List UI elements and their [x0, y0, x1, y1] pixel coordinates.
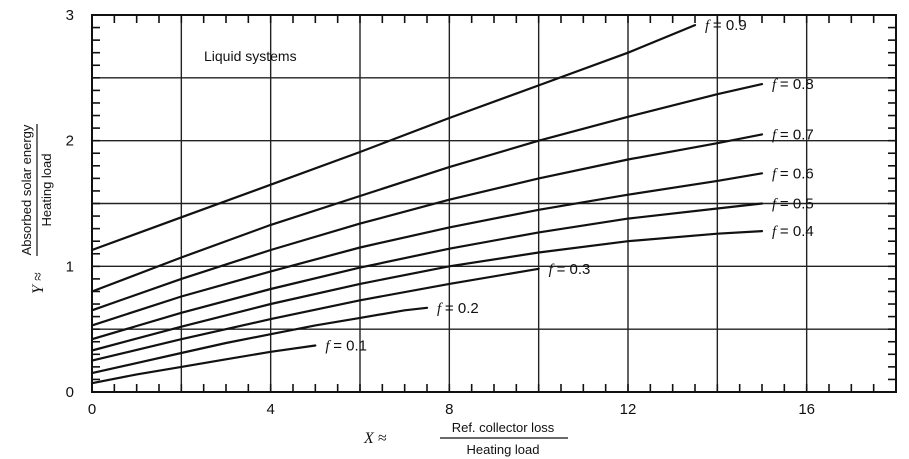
x-tick-label-4: 4	[266, 401, 274, 418]
y-axis-numerator: Absorbed solar energy	[19, 124, 34, 255]
curve-f-0-9	[90, 24, 697, 252]
grid	[92, 15, 896, 392]
x-axis-numerator: Ref. collector loss	[452, 420, 555, 435]
curve-label-f-0-9: f = 0.9	[705, 17, 747, 34]
series	[90, 24, 764, 385]
x-tick-label-12: 12	[620, 401, 637, 418]
curve-f-0-1	[90, 344, 317, 385]
curve-f-0-6	[90, 172, 764, 327]
y-axis-prefix: Y ≈	[30, 272, 47, 294]
y-axis-denominator: Heating load	[39, 154, 54, 227]
curve-label-f-0-3: f = 0.3	[549, 261, 591, 278]
x-axis-prefix: X ≈	[363, 430, 387, 447]
curve-f-0-2	[90, 306, 429, 375]
curve-f-0-7	[90, 133, 764, 312]
curve-label-f-0-5: f = 0.5	[772, 196, 814, 213]
y-tick-label-2: 2	[66, 133, 74, 150]
curve-label-f-0-1: f = 0.1	[325, 338, 367, 355]
curve-f-0-4	[90, 230, 764, 352]
y-tick-label-3: 3	[66, 7, 74, 24]
curve-f-0-8	[90, 82, 764, 293]
x-axis-label: X ≈ Ref. collector loss Heating load	[363, 420, 568, 457]
curve-label-f-0-6: f = 0.6	[772, 165, 814, 182]
x-tick-label-8: 8	[445, 401, 453, 418]
y-tick-label-0: 0	[66, 384, 74, 401]
plot-frame	[91, 14, 897, 393]
curve-label-f-0-7: f = 0.7	[772, 126, 814, 143]
annotation-liquid-systems: Liquid systems	[204, 48, 297, 64]
curve-f-0-5	[90, 202, 764, 341]
curve-label-f-0-2: f = 0.2	[437, 300, 479, 317]
y-tick-label-1: 1	[66, 258, 74, 275]
curve-label-f-0-4: f = 0.4	[772, 223, 814, 240]
x-axis-denominator: Heating load	[467, 442, 540, 457]
y-axis-label: Y ≈ Absorbed solar energy Heating load	[19, 124, 54, 294]
x-tick-label-0: 0	[88, 401, 96, 418]
curve-f-0-3	[90, 267, 540, 362]
curve-label-f-0-8: f = 0.8	[772, 76, 814, 93]
curve-labels: f = 0.1 f = 0.2 f = 0.3 f = 0.4 f = 0.5 f = 0…	[325, 17, 813, 354]
x-tick-label-16: 16	[798, 401, 815, 418]
